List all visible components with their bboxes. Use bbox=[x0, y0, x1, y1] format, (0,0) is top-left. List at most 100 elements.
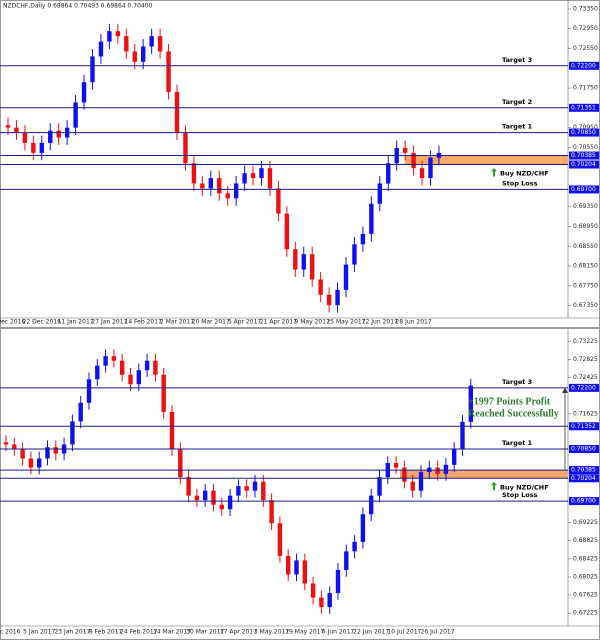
x-tick-label: 20 Mar 2017 bbox=[192, 319, 230, 326]
level-name: Target 2 bbox=[502, 98, 532, 106]
candle-body bbox=[208, 178, 213, 189]
candle-body bbox=[45, 447, 50, 459]
candle-body bbox=[294, 560, 299, 575]
x-tick-label: 21 Apr 2017 bbox=[260, 319, 297, 326]
candle-body bbox=[219, 504, 224, 510]
y-tick-label: 0.70950 bbox=[573, 124, 598, 131]
level-name: Stop Loss bbox=[502, 491, 538, 499]
candle-body bbox=[242, 173, 247, 184]
candle-body bbox=[369, 495, 374, 515]
candle-body bbox=[293, 249, 298, 270]
candle-body bbox=[73, 102, 78, 128]
level-price-label: 0.70204 bbox=[571, 161, 596, 168]
level-name: Buy NZD/CHF bbox=[500, 170, 549, 178]
candle-body bbox=[225, 193, 230, 199]
candle-body bbox=[252, 481, 258, 491]
candle-body bbox=[144, 360, 150, 371]
candle-body bbox=[28, 458, 34, 468]
candle-body bbox=[360, 514, 366, 542]
candle-body bbox=[402, 467, 407, 482]
x-tick-label: 12 Jun 2017 bbox=[362, 319, 398, 326]
level-price-box bbox=[569, 151, 599, 160]
candle-body bbox=[393, 463, 399, 468]
level-price-label: 0.71351 bbox=[571, 104, 596, 111]
x-tick-label: 27 Jan 2017 bbox=[91, 319, 127, 326]
candle-body bbox=[261, 481, 266, 501]
candle-body bbox=[318, 279, 323, 295]
y-tick-label: 0.72425 bbox=[573, 374, 598, 381]
y-tick-label: 0.67225 bbox=[573, 610, 598, 617]
candle-body bbox=[37, 458, 42, 468]
candle-body bbox=[411, 152, 416, 169]
candle-body bbox=[335, 289, 340, 306]
x-tick-label: 26 Jul 2017 bbox=[421, 629, 455, 636]
buy-arrow-icon bbox=[491, 481, 497, 491]
candle-body bbox=[211, 490, 216, 505]
candle-body bbox=[443, 464, 449, 474]
candle-body bbox=[22, 132, 28, 143]
candle-body bbox=[200, 183, 205, 189]
x-tick-label: 11 Jan 2017 bbox=[58, 319, 94, 326]
candle-body bbox=[132, 51, 137, 62]
y-tick-label: 0.69225 bbox=[573, 519, 598, 526]
candle-body bbox=[86, 379, 92, 403]
candle-body bbox=[360, 233, 366, 245]
profit-annotation: Reached Successfully bbox=[468, 408, 559, 419]
profit-annotation: +1997 Points Profit bbox=[468, 396, 551, 407]
profit-arrow-head bbox=[562, 387, 568, 393]
y-tick-label: 0.72950 bbox=[573, 25, 598, 32]
candle-body bbox=[217, 178, 222, 194]
candle-body bbox=[12, 444, 17, 450]
x-tick-label: 24 Feb 2017 bbox=[120, 629, 158, 636]
level-price-box bbox=[569, 497, 599, 506]
y-tick-label: 0.68950 bbox=[573, 223, 598, 230]
candle-body bbox=[20, 449, 25, 459]
level-price-label: 0.70385 bbox=[571, 467, 596, 474]
level-name: Target 1 bbox=[502, 439, 533, 447]
candle-body bbox=[343, 264, 349, 290]
level-price-box bbox=[569, 422, 599, 431]
candle-body bbox=[14, 127, 19, 133]
candle-body bbox=[149, 36, 154, 47]
candle-body bbox=[302, 560, 307, 584]
candle-body bbox=[233, 183, 239, 199]
candle-body bbox=[386, 163, 391, 184]
x-tick-label: 5 Apr 2017 bbox=[228, 319, 261, 326]
candle-body bbox=[98, 41, 104, 57]
candle-body bbox=[327, 593, 332, 608]
candle-body bbox=[244, 486, 249, 491]
candle-body bbox=[369, 203, 374, 234]
candle-body bbox=[48, 130, 53, 143]
candle-body bbox=[435, 467, 440, 474]
y-tick-label: 0.67625 bbox=[573, 592, 598, 599]
x-tick-label: 5 Jan 2017 bbox=[23, 629, 55, 636]
candle-body bbox=[78, 402, 83, 422]
candle-body bbox=[259, 168, 264, 179]
candle-body bbox=[460, 421, 465, 450]
candle-body bbox=[103, 356, 108, 366]
x-tick-label: 14 Feb 2017 bbox=[125, 319, 163, 326]
candle-body bbox=[183, 132, 188, 164]
x-tick-label: 3 May 2017 bbox=[254, 629, 289, 636]
level-price-box bbox=[569, 383, 599, 392]
candle-body bbox=[169, 411, 175, 450]
x-tick-label: Dec 2016 bbox=[0, 629, 21, 636]
candle-body bbox=[31, 142, 36, 153]
level-price-label: 0.70385 bbox=[571, 152, 596, 159]
level-price-label: 0.70850 bbox=[571, 129, 596, 136]
candle-body bbox=[352, 244, 357, 265]
y-tick-label: 0.71625 bbox=[573, 410, 598, 417]
candle-body bbox=[277, 523, 283, 556]
level-name: Target 3 bbox=[502, 56, 532, 64]
candle-body bbox=[107, 31, 112, 42]
buy-zone bbox=[400, 470, 568, 479]
candle-body bbox=[178, 449, 183, 478]
candle-body bbox=[310, 583, 316, 598]
level-price-box bbox=[569, 474, 599, 483]
candle-body bbox=[319, 597, 324, 608]
y-tick-label: 0.73225 bbox=[573, 338, 598, 345]
candle-body bbox=[39, 142, 44, 153]
level-price-box bbox=[569, 445, 599, 454]
candle-body bbox=[377, 477, 382, 496]
x-tick-label: 10 Jul 2017 bbox=[387, 629, 421, 636]
